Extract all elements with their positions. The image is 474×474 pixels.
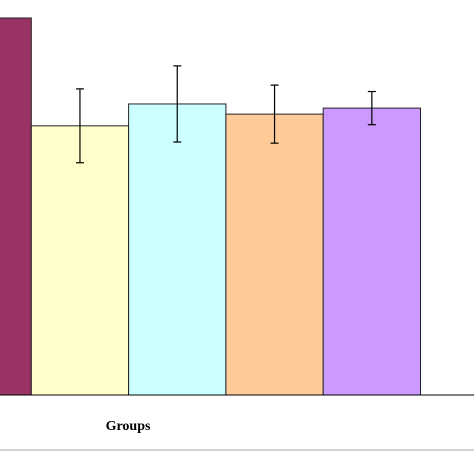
error-bar bbox=[75, 88, 84, 164]
bar bbox=[322, 107, 422, 396]
bar bbox=[128, 103, 227, 396]
bar bbox=[225, 113, 324, 396]
error-bar bbox=[367, 90, 376, 126]
x-axis-label: Groups bbox=[106, 419, 151, 434]
bar bbox=[30, 125, 130, 396]
error-bar bbox=[173, 65, 182, 143]
bar bbox=[0, 17, 32, 396]
error-bar bbox=[270, 84, 279, 144]
